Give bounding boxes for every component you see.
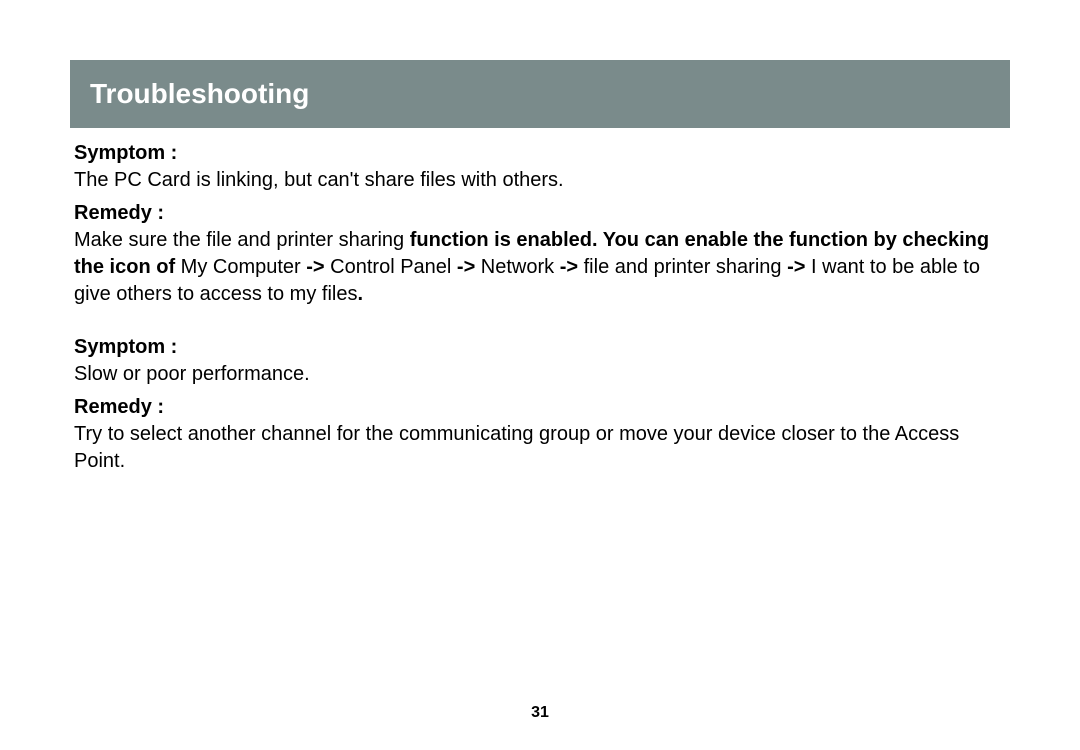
remedy-block-2: Remedy : Try to select another channel f… [74,394,1006,475]
remedy-pre: Make sure the file and printer sharing [74,229,410,251]
remedy-text: Try to select another channel for the co… [74,421,1006,475]
arrow-icon: -> [306,256,324,278]
remedy-text: Make sure the file and printer sharing f… [74,227,1006,308]
page-number: 31 [0,704,1080,722]
content-area: Symptom : The PC Card is linking, but ca… [70,140,1010,475]
symptom-text: The PC Card is linking, but can't share … [74,167,1006,194]
remedy-path-part: My Computer [181,256,307,278]
arrow-icon: -> [787,256,805,278]
arrow-icon: -> [457,256,475,278]
remedy-path-part: Network [475,256,559,278]
remedy-block-1: Remedy : Make sure the file and printer … [74,200,1006,308]
remedy-period: . [357,283,363,305]
symptom-block-2: Symptom : Slow or poor performance. [74,334,1006,388]
symptom-block-1: Symptom : The PC Card is linking, but ca… [74,140,1006,194]
symptom-label: Symptom : [74,140,1006,167]
remedy-path-part: Control Panel [325,256,457,278]
symptom-label: Symptom : [74,334,1006,361]
symptom-text: Slow or poor performance. [74,361,1006,388]
arrow-icon: -> [560,256,578,278]
remedy-label: Remedy : [74,394,1006,421]
remedy-label: Remedy : [74,200,1006,227]
remedy-path-part: file and printer sharing [578,256,787,278]
document-page: Troubleshooting Symptom : The PC Card is… [0,0,1080,475]
spacer [74,314,1006,334]
section-title: Troubleshooting [90,78,309,109]
section-header-bar: Troubleshooting [70,60,1010,128]
